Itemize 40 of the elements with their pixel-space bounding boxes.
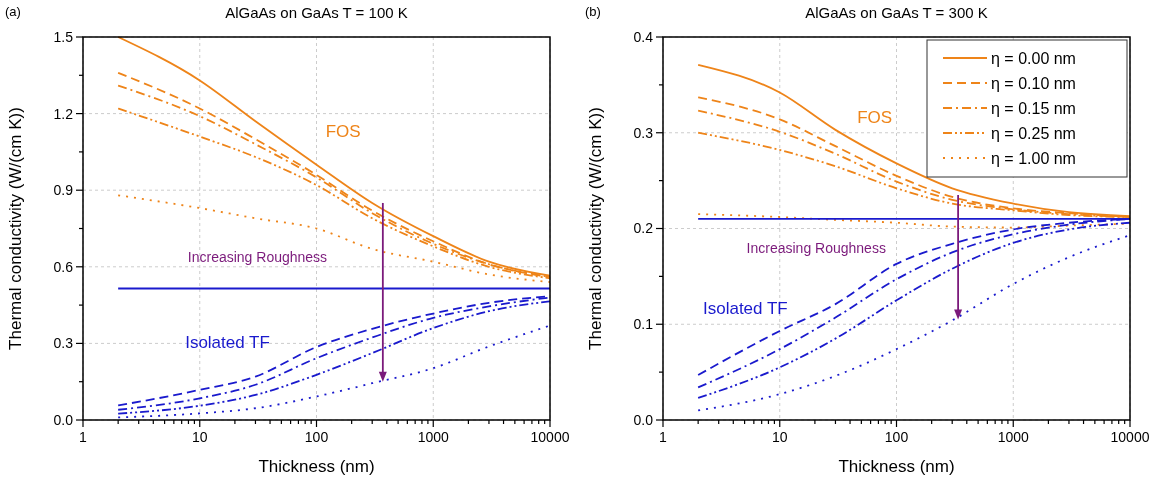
y-tick-label: 0.4 [633, 28, 654, 45]
x-tick-label: 10000 [530, 429, 570, 445]
y-tick-label: 1.2 [53, 105, 74, 122]
legend-label: η = 0.10 nm [991, 74, 1076, 92]
chart-title: AlGaAs on GaAs T = 300 K [805, 4, 988, 21]
annotation: FOS [325, 122, 361, 142]
annotation: Increasing Roughness [187, 249, 328, 266]
text: (b) [585, 4, 601, 19]
y-tick-label: 0.1 [633, 316, 654, 333]
x-tick-label: 1 [659, 429, 668, 445]
legend-label: η = 0.15 nm [991, 99, 1076, 117]
y-tick-label: 0.2 [633, 220, 654, 237]
x-tick-label: 1000 [997, 429, 1030, 445]
legend-label: η = 0.00 nm [991, 49, 1076, 67]
y-tick-label: 1.5 [53, 28, 74, 45]
x-tick-label: 100 [304, 429, 329, 445]
y-tick-label: 0.3 [53, 335, 74, 352]
annotation: Isolated TF [702, 298, 788, 318]
x-tick-label: 1000 [417, 429, 450, 445]
legend-label: η = 1.00 nm [991, 149, 1076, 167]
x-axis-title: Thickness (nm) [258, 457, 375, 476]
y-axis-title: Thermal conductivity (W/(cm K)) [586, 107, 605, 350]
y-tick-label: 0.6 [53, 258, 74, 275]
y-tick-label: 0.0 [633, 411, 654, 428]
text: (a) [5, 4, 21, 19]
x-tick-label: 10000 [1110, 429, 1150, 445]
y-axis-title: Thermal conductivity (W/(cm K)) [6, 107, 25, 350]
x-axis-title: Thickness (nm) [838, 457, 955, 476]
y-tick-label: 0.3 [633, 124, 654, 141]
y-tick-label: 0.9 [53, 182, 74, 199]
annotation: Increasing Roughness [746, 239, 886, 256]
y-tick-label: 0.0 [53, 411, 74, 428]
x-tick-label: 100 [884, 429, 909, 445]
x-tick-label: 1 [79, 429, 88, 445]
annotation: Isolated TF [185, 333, 270, 353]
x-tick-label: 10 [191, 429, 208, 445]
legend-label: η = 0.25 nm [991, 124, 1076, 142]
annotation: FOS [857, 108, 893, 128]
x-tick-label: 10 [771, 429, 788, 445]
chart-title: AlGaAs on GaAs T = 100 K [225, 4, 408, 21]
